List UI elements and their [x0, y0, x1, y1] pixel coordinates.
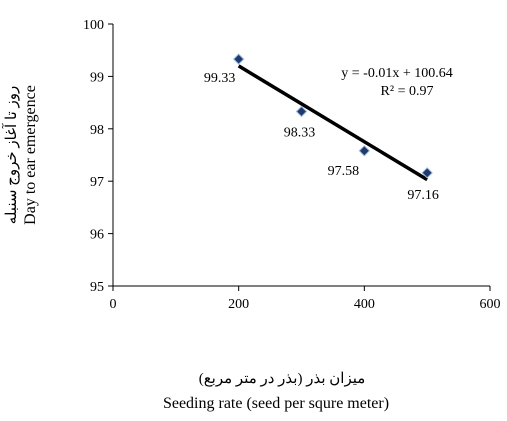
data-point	[232, 53, 245, 65]
data-label: 99.33	[204, 71, 236, 86]
y-tick-label: 95	[90, 280, 104, 295]
equation-text: y = -0.01x + 100.64	[341, 66, 452, 81]
axes: 95 96 97 98 99 100 0 200 400 600	[83, 18, 501, 312]
x-tick-label: 400	[354, 297, 375, 312]
data-label: 97.16	[407, 188, 439, 203]
data-labels-layer: 99.33 98.33 97.58 97.16	[204, 71, 439, 203]
data-point	[358, 145, 371, 157]
x-tick-label: 0	[110, 297, 117, 312]
data-point	[421, 167, 433, 179]
y-tick-label: 97	[90, 175, 104, 190]
x-axis-title-fa: میزان بذر (بذر در متر مربع)	[199, 371, 366, 387]
trendline-layer	[237, 64, 429, 182]
x-tick-label: 600	[480, 297, 501, 312]
y-tick-label: 96	[90, 228, 104, 243]
data-label: 97.58	[328, 164, 360, 179]
trendline	[237, 64, 429, 182]
points-layer	[232, 53, 433, 179]
y-tick-label: 100	[83, 18, 104, 33]
data-point	[295, 105, 308, 118]
y-tick-label: 98	[90, 123, 104, 138]
x-axis-title: Seeding rate (seed per squre meter)	[163, 395, 389, 412]
r-squared-text: R² = 0.97	[381, 84, 434, 99]
y-axis-title: Day to ear emergence	[22, 85, 39, 225]
data-label: 98.33	[284, 126, 316, 141]
y-tick-label: 99	[90, 70, 104, 85]
x-tick-label: 200	[228, 297, 249, 312]
y-axis-title-fa: روز تا آغاز خروج سنبله	[2, 86, 20, 224]
